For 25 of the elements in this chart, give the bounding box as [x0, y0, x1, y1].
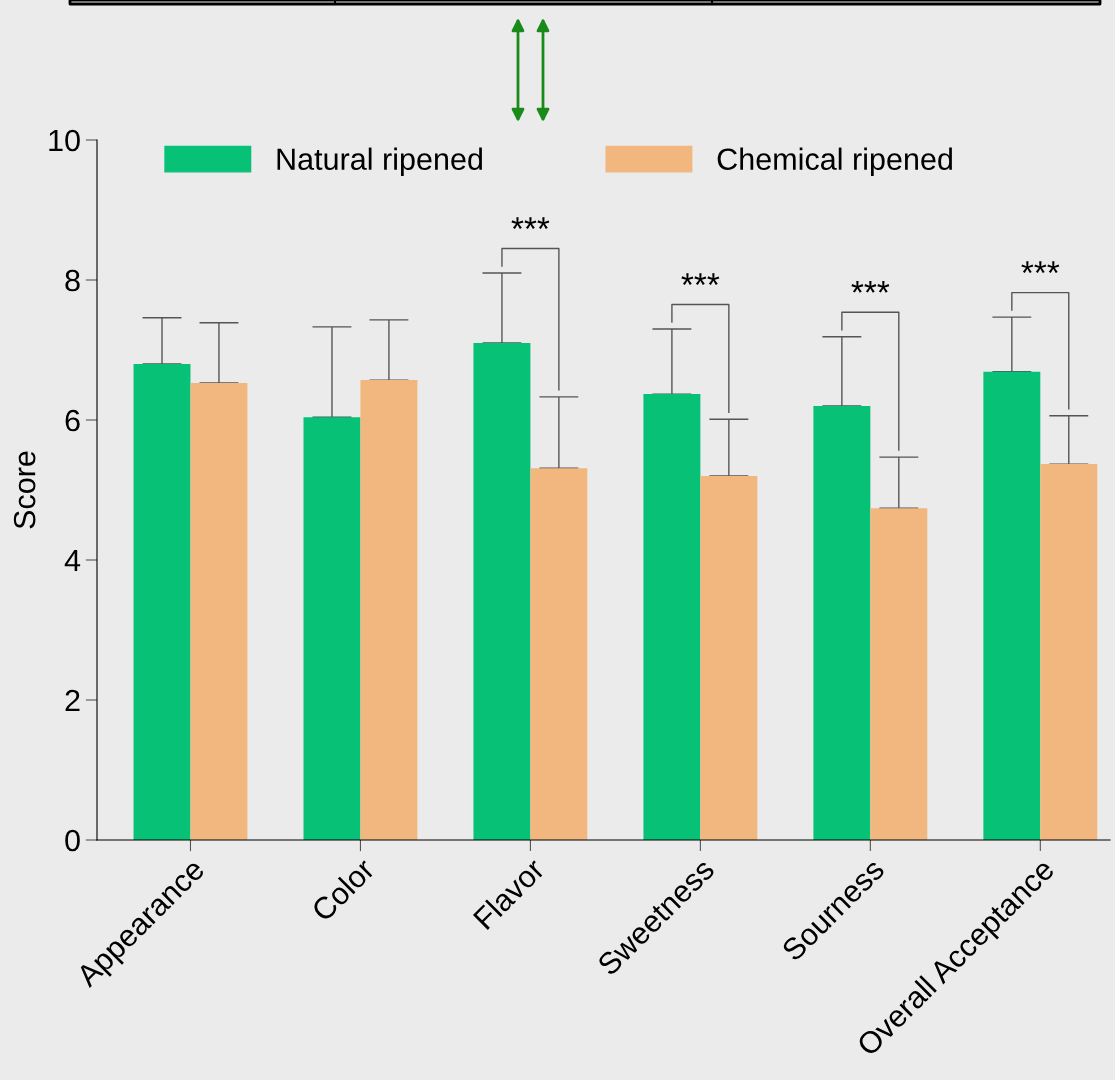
bar	[530, 468, 588, 840]
bar	[813, 406, 871, 840]
y-tick-label: 2	[65, 689, 80, 712]
bar	[700, 476, 758, 840]
annotation: ***	[851, 280, 890, 293]
y-tick-label: 10	[49, 129, 80, 152]
y-axis-title: Score	[13, 451, 36, 529]
bar	[1040, 464, 1098, 840]
bar	[983, 371, 1041, 840]
bar	[870, 508, 928, 840]
annotation: ***	[511, 217, 550, 229]
y-tick-label: 0	[65, 829, 80, 852]
bar	[643, 394, 701, 840]
bar	[303, 417, 361, 840]
legend-label: Chemical ripened	[717, 147, 952, 177]
annotation: ***	[681, 273, 720, 285]
legend-label: Natural ripened	[277, 147, 482, 177]
y-tick-label: 6	[65, 409, 80, 432]
y-tick-label: 4	[64, 550, 81, 572]
y-tick-label: 8	[65, 269, 80, 292]
bar	[360, 380, 418, 840]
annotation: ***	[1021, 261, 1060, 274]
bar	[190, 382, 248, 840]
bar	[473, 343, 531, 840]
bar	[133, 364, 191, 840]
